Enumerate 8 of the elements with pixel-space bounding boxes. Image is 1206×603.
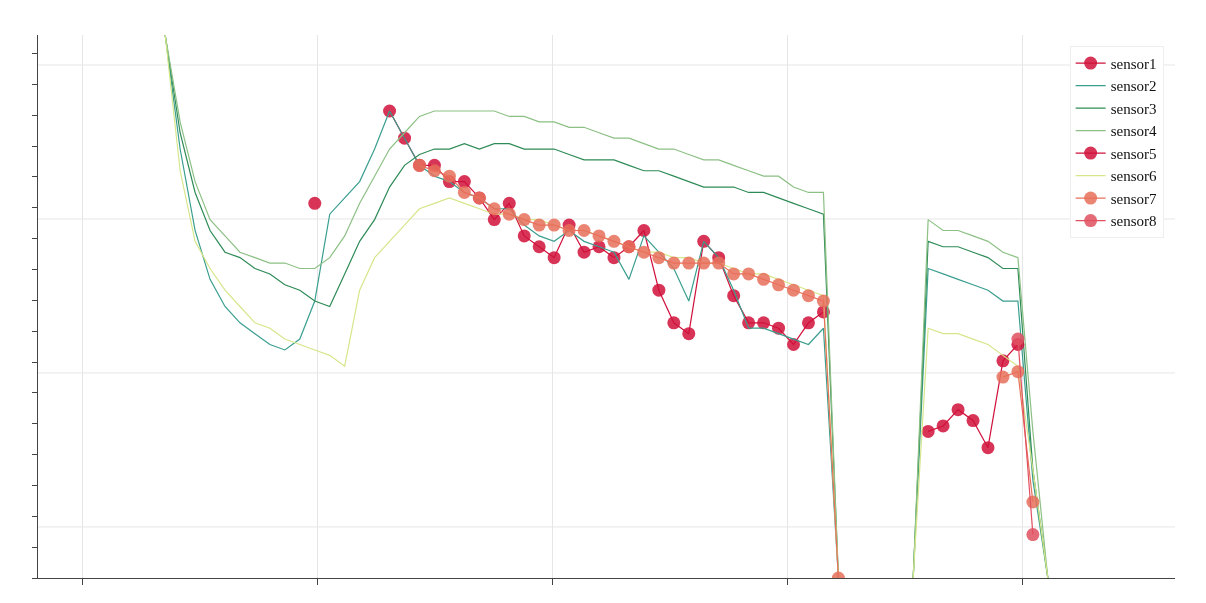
legend-label: sensor4 [1110, 123, 1157, 140]
legend-label: sensor7 [1110, 190, 1157, 207]
legend-label: sensor6 [1110, 168, 1157, 185]
legend-label: sensor5 [1110, 145, 1157, 162]
legend-label: sensor3 [1110, 100, 1157, 117]
legend-label: sensor2 [1110, 78, 1157, 95]
legend-label: sensor1 [1110, 55, 1157, 72]
legend-label: sensor8 [1110, 213, 1157, 230]
